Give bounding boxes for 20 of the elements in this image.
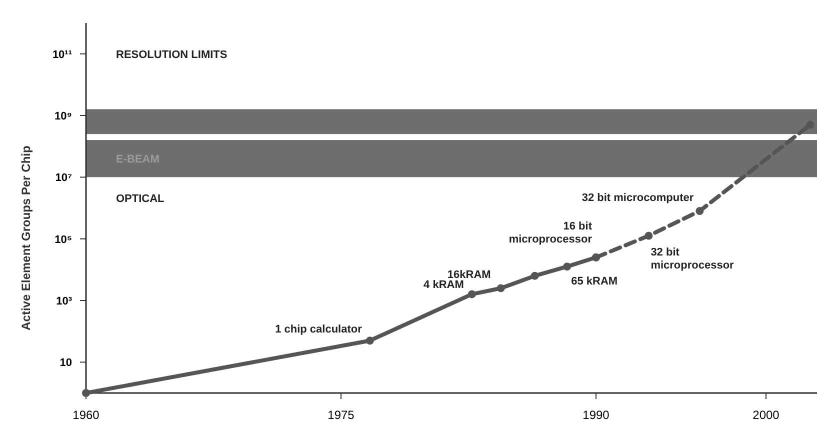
y-tick-label: 10³ xyxy=(56,296,72,308)
annotation: OPTICAL xyxy=(116,193,165,206)
x-tick-label: 1960 xyxy=(72,408,100,422)
y-tick-label: 10 xyxy=(60,357,72,370)
annotation: 32 bit microprocessor xyxy=(650,246,735,272)
annotation: 16 bit microprocessor xyxy=(508,220,593,246)
x-tick-label: 1975 xyxy=(328,408,355,422)
annotation: 1 chip calculator xyxy=(275,324,363,336)
annotation: RESOLUTION LIMITS xyxy=(116,48,228,61)
y-axis-title: Active Element Groups Per Chip xyxy=(19,146,33,330)
x-tick-label: 1990 xyxy=(582,408,610,422)
x-tick-label: 2000 xyxy=(752,408,780,422)
y-tick-label: 10¹¹ xyxy=(52,48,72,61)
annotation: 4 kRAM xyxy=(424,279,464,292)
annotation: 32 bit microcomputer xyxy=(582,192,694,204)
annotation: 16kRAM xyxy=(447,269,491,282)
annotation: 65 kRAM xyxy=(571,276,618,288)
y-tick-label: 10⁵ xyxy=(54,234,72,246)
y-tick-label: 10⁹ xyxy=(54,110,72,122)
y-tick-label: 10⁷ xyxy=(55,172,72,184)
